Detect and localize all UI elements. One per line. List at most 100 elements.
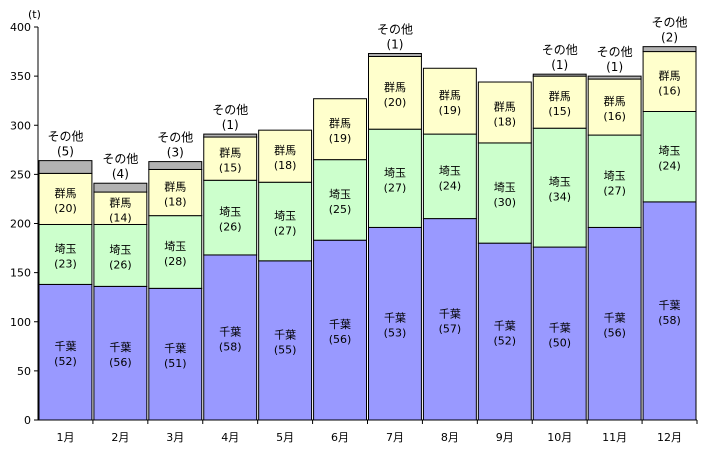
- segment-share-label: (53): [384, 327, 407, 340]
- segment-name-label: 群馬: [604, 94, 626, 108]
- x-tick-label: 2月: [111, 431, 129, 444]
- other-name-label: その他: [47, 130, 83, 144]
- segment-share-label: (19): [329, 132, 352, 145]
- segment-share-label: (16): [603, 110, 626, 123]
- segment-name-label: 群馬: [494, 99, 516, 113]
- segment-name-label: 群馬: [109, 195, 131, 209]
- other-share-label: (4): [112, 167, 129, 181]
- segment-name-label: 群馬: [439, 88, 461, 102]
- segment-share-label: (27): [603, 184, 626, 197]
- bar-segment: [93, 191, 148, 225]
- other-name-label: その他: [377, 23, 413, 37]
- segment-name-label: 群馬: [549, 89, 571, 103]
- segment-name-label: 埼玉: [219, 205, 241, 219]
- bar-segment: [203, 136, 258, 181]
- bar-segment: [587, 226, 642, 421]
- segment-name-label: 群馬: [659, 69, 681, 83]
- x-tick-label: 8月: [441, 431, 459, 444]
- bar-segment: [258, 129, 313, 183]
- segment-share-label: (24): [439, 179, 462, 192]
- segment-share-label: (27): [384, 181, 407, 194]
- x-tick-label: 6月: [331, 431, 349, 444]
- segment-share-label: (55): [274, 343, 297, 356]
- segment-name-label: 群馬: [274, 143, 296, 157]
- other-name-label: その他: [102, 152, 138, 166]
- other-share-label: (3): [167, 146, 184, 160]
- bar-segment: [313, 239, 368, 421]
- bar-segment: [203, 179, 258, 256]
- segment-name-label: 千葉: [274, 327, 296, 341]
- segment-share-label: (15): [219, 162, 242, 175]
- other-share-label: (2): [661, 31, 678, 45]
- other-share-label: (1): [551, 58, 568, 72]
- bar-segment: [532, 246, 587, 421]
- segment-share-label: (14): [109, 211, 132, 224]
- segment-name-label: 群馬: [384, 80, 406, 94]
- y-tick-label: 50: [17, 365, 31, 378]
- bar-segment: [477, 142, 532, 244]
- y-tick-label: 0: [24, 414, 31, 427]
- y-tick-label: 300: [10, 119, 31, 132]
- x-tick-label: 7月: [386, 431, 404, 444]
- y-tick-label: 200: [10, 218, 31, 231]
- bar-segment: [148, 215, 203, 289]
- y-axis: 0 50 100 150 200 250 300 350 400: [10, 21, 39, 427]
- segment-share-label: (15): [548, 105, 571, 118]
- bar-segment: [258, 260, 313, 421]
- bar-segment: [422, 133, 477, 220]
- segment-name-label: 群馬: [54, 186, 76, 200]
- x-tick-label: 10月: [547, 431, 572, 444]
- segment-share-label: (56): [603, 327, 626, 340]
- bar-segment: [532, 127, 587, 248]
- segment-name-label: 埼玉: [384, 165, 406, 179]
- bar-segment: [477, 242, 532, 421]
- segment-name-label: 千葉: [109, 340, 131, 354]
- segment-share-label: (18): [164, 196, 187, 209]
- segment-name-label: 埼玉: [109, 242, 131, 256]
- segment-share-label: (18): [274, 159, 297, 172]
- y-unit-label: (t): [28, 8, 41, 21]
- segment-share-label: (58): [219, 340, 242, 353]
- bar-segment: [642, 46, 697, 53]
- segment-name-label: 埼玉: [549, 175, 571, 189]
- other-name-label: その他: [542, 43, 578, 57]
- y-tick-label: 350: [10, 70, 31, 83]
- segment-name-label: 千葉: [384, 311, 406, 325]
- segment-name-label: 千葉: [439, 306, 461, 320]
- bars: 千葉(52)埼玉(23)群馬(20)その他(5)千葉(56)埼玉(26)群馬(1…: [38, 16, 697, 421]
- other-name-label: その他: [157, 131, 193, 145]
- bar-segment: [148, 161, 203, 170]
- x-tick-label: 1月: [56, 431, 74, 444]
- x-tick-label: 11月: [602, 431, 627, 444]
- segment-name-label: 千葉: [54, 339, 76, 353]
- segment-share-label: (52): [493, 335, 516, 348]
- bar-segment: [368, 53, 422, 57]
- bar-segment: [477, 81, 532, 144]
- other-share-label: (1): [386, 38, 403, 52]
- bar-segment: [532, 75, 587, 129]
- x-axis: 1月 2月 3月 4月 5月 6月 7月 8月 9月 10月 11月 12月: [38, 419, 698, 444]
- bar-segment: [148, 168, 203, 217]
- segment-share-label: (20): [54, 202, 77, 215]
- bar-segment: [38, 160, 93, 174]
- other-share-label: (1): [222, 118, 239, 132]
- y-tick-label: 250: [10, 168, 31, 181]
- segment-name-label: 千葉: [494, 319, 516, 333]
- x-tick-label: 4月: [221, 431, 239, 444]
- other-share-label: (1): [606, 60, 623, 74]
- x-tick-label: 3月: [166, 431, 184, 444]
- bar-segment: [422, 218, 477, 421]
- segment-share-label: (23): [54, 257, 77, 270]
- segment-name-label: 千葉: [329, 317, 351, 331]
- segment-name-label: 千葉: [164, 341, 186, 355]
- other-name-label: その他: [652, 16, 688, 30]
- segment-name-label: 群馬: [164, 180, 186, 194]
- bar-segment: [642, 201, 697, 421]
- segment-share-label: (26): [109, 258, 132, 271]
- y-tick-label: 150: [10, 267, 31, 280]
- segment-name-label: 埼玉: [329, 187, 351, 201]
- segment-share-label: (26): [219, 221, 242, 234]
- bar-segment: [38, 172, 93, 225]
- segment-share-label: (50): [548, 337, 571, 350]
